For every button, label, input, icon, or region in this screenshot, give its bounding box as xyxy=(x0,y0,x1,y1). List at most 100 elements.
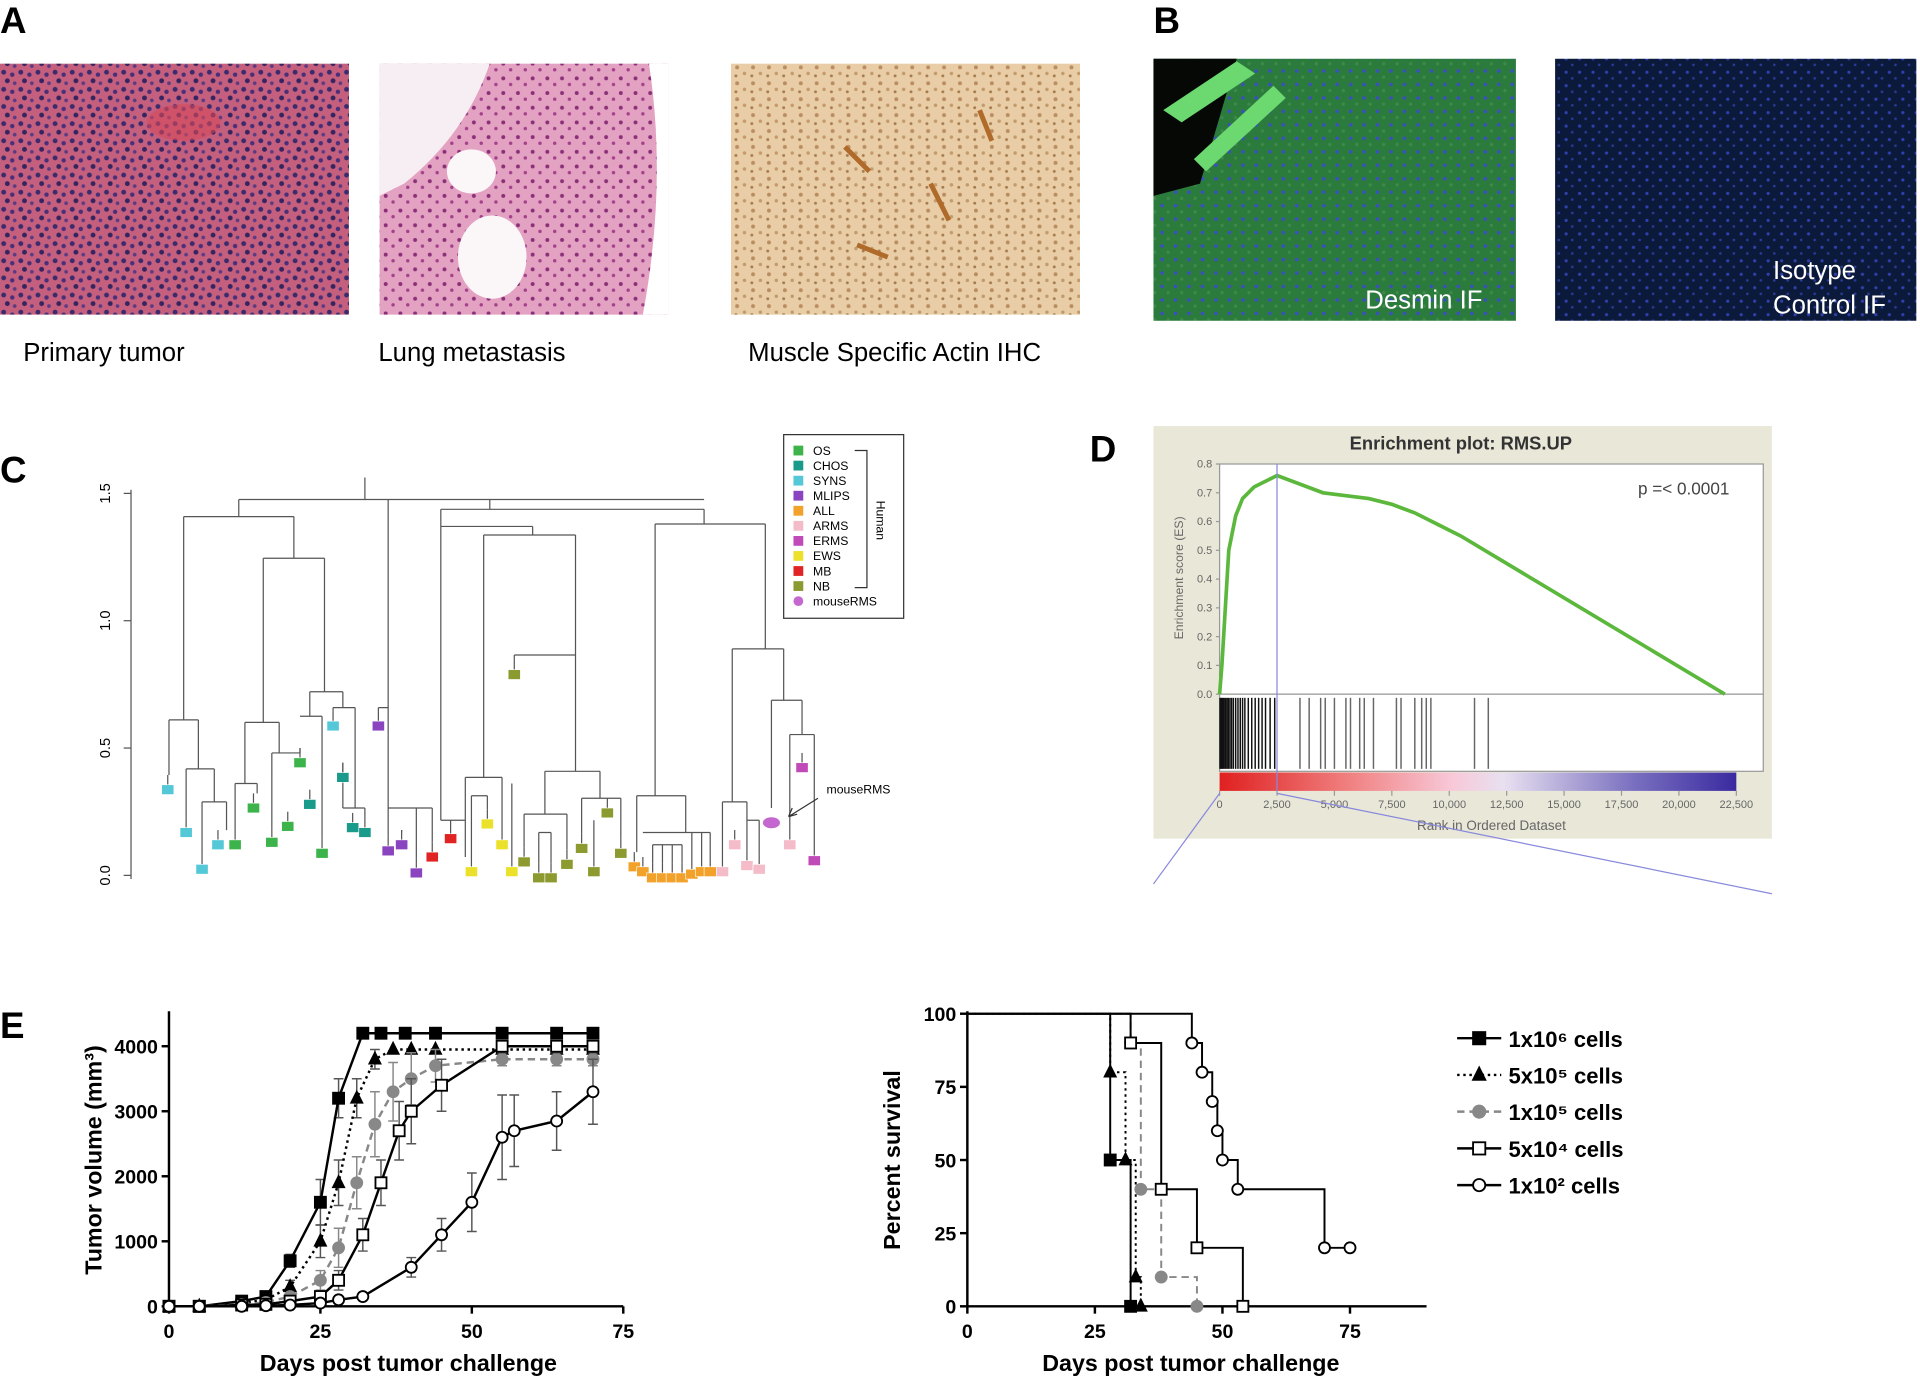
panel-letter: E xyxy=(0,1005,25,1046)
leaf xyxy=(228,839,242,850)
marker xyxy=(404,1104,418,1118)
marker xyxy=(586,1039,600,1053)
caption: Isotype xyxy=(1773,257,1856,285)
marker xyxy=(435,1078,448,1092)
legend-group: Human xyxy=(874,501,888,541)
marker xyxy=(162,1299,176,1313)
leaf xyxy=(409,867,423,879)
marker xyxy=(1471,1065,1487,1081)
y-tick-label: 2000 xyxy=(114,1167,158,1189)
micrograph-detail xyxy=(457,215,527,299)
leaf xyxy=(517,856,531,868)
legend-swatch xyxy=(793,475,804,486)
leaf xyxy=(336,772,350,783)
x-tick-label: 75 xyxy=(612,1321,634,1343)
marker xyxy=(1472,1141,1487,1156)
leaf xyxy=(575,843,589,854)
x-tick-label: 0 xyxy=(962,1321,973,1343)
leaf xyxy=(179,827,193,838)
leaf xyxy=(544,872,558,884)
y-tick-label: 0.8 xyxy=(1197,459,1212,471)
marker xyxy=(550,1039,564,1053)
marker xyxy=(392,1124,406,1138)
marker xyxy=(313,1273,327,1287)
micrograph-detail xyxy=(146,104,221,141)
x-tick-label: 25 xyxy=(1084,1321,1106,1343)
legend-swatch xyxy=(793,596,804,607)
leaf xyxy=(211,839,225,850)
y-axis-label: Tumor volume (mm³) xyxy=(81,1045,107,1274)
panel-letter: B xyxy=(1153,0,1180,41)
marker xyxy=(356,1290,370,1303)
leaf xyxy=(507,669,521,680)
legend-label: mouseRMS xyxy=(813,594,877,608)
leaf xyxy=(636,866,650,877)
x-axis-label: Days post tumor challenge xyxy=(260,1350,557,1376)
es-curve xyxy=(1217,473,1726,696)
marker xyxy=(1118,1151,1133,1166)
leaf xyxy=(381,845,395,857)
marker xyxy=(313,1232,328,1247)
leaf xyxy=(716,866,729,877)
leaf xyxy=(740,860,754,871)
marker xyxy=(1190,1241,1204,1255)
legend-swatch xyxy=(793,445,804,456)
y-tick-label: 1.5 xyxy=(98,483,114,503)
marker xyxy=(313,1195,327,1209)
micrograph xyxy=(0,63,349,315)
y-tick-label: 4000 xyxy=(114,1037,158,1059)
x-axis-label: Rank in Ordered Dataset xyxy=(1417,818,1566,833)
marker xyxy=(332,1241,346,1255)
y-axis-label: Percent survival xyxy=(879,1070,905,1250)
y-tick-label: 0.3 xyxy=(1197,603,1212,615)
leaf xyxy=(614,848,628,859)
legend-swatch xyxy=(793,505,804,516)
leaf xyxy=(425,851,439,863)
caption: Lung metastasis xyxy=(378,339,565,367)
y-tick-label: 0.7 xyxy=(1197,487,1212,499)
leaf xyxy=(480,818,494,830)
leaf xyxy=(195,864,209,875)
x-tick-label: 75 xyxy=(1339,1321,1361,1343)
marker xyxy=(332,1293,346,1307)
marker xyxy=(192,1299,206,1313)
marker xyxy=(283,1278,298,1293)
x-tick-label: 0 xyxy=(164,1321,175,1343)
leaf xyxy=(783,839,797,850)
legend-swatch xyxy=(793,490,804,501)
legend-swatch xyxy=(793,566,804,576)
y-tick-label: 3000 xyxy=(114,1102,158,1124)
marker xyxy=(495,1039,509,1053)
leaf xyxy=(293,757,307,768)
marker xyxy=(1472,1031,1487,1046)
marker xyxy=(386,1040,401,1055)
caption: Muscle Specific Actin IHC xyxy=(748,339,1041,367)
y-tick-label: 0 xyxy=(147,1297,158,1319)
x-axis-label: Days post tumor challenge xyxy=(1042,1350,1339,1376)
legend-box xyxy=(783,434,905,619)
x-tick-label: 22,500 xyxy=(1719,799,1753,811)
leaf xyxy=(807,855,821,866)
growth-curve xyxy=(168,1048,593,1308)
y-tick-label: 25 xyxy=(935,1224,957,1246)
legend-label: 5x10⁵ cells xyxy=(1509,1063,1623,1088)
marker xyxy=(356,1026,370,1040)
marker xyxy=(550,1114,564,1128)
marker xyxy=(1124,1299,1138,1313)
micrograph xyxy=(1555,58,1917,321)
legend-label: 1x10⁶ cells xyxy=(1509,1027,1623,1052)
leaf xyxy=(505,866,519,877)
marker xyxy=(495,1052,509,1066)
marker xyxy=(367,1050,382,1065)
marker xyxy=(1134,1182,1148,1196)
leaf xyxy=(465,866,478,877)
leaf xyxy=(281,821,295,832)
y-axis-label: Enrichment score (ES) xyxy=(1172,516,1186,639)
marker xyxy=(332,1273,346,1287)
marker xyxy=(429,1059,442,1073)
marker xyxy=(1133,1297,1148,1312)
legend-swatch xyxy=(793,535,804,546)
leaf xyxy=(762,817,780,829)
marker xyxy=(1103,1063,1118,1078)
panel-letter: D xyxy=(1090,429,1117,470)
